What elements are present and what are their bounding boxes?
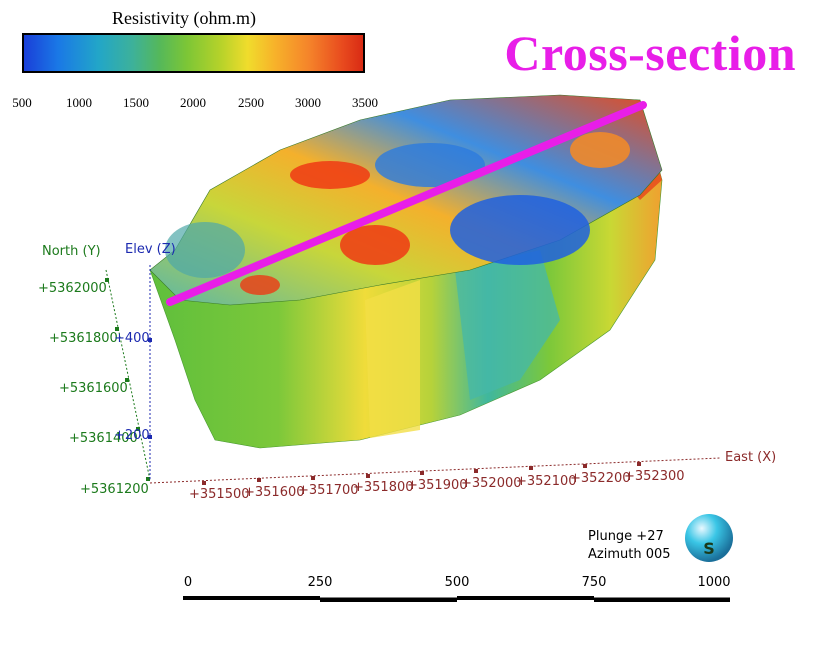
colorbar-tick: 3500 [352, 95, 378, 110]
top-blue-anomaly [375, 143, 485, 187]
scale-tick-label: 500 [444, 575, 470, 590]
scale-tick-label: 750 [581, 575, 607, 590]
north-tick-label: +5361600 [59, 381, 128, 396]
north-axis-tick [146, 477, 150, 481]
east-tick-label: +352200 [570, 471, 631, 486]
east-axis-line [149, 457, 721, 484]
east-axis-tick [583, 464, 587, 468]
resistivity-colorbar [22, 33, 365, 73]
scale-tick-label: 1000 [697, 575, 731, 590]
model-side-cyan-band [455, 250, 560, 400]
north-axis-label: North (Y) [42, 244, 101, 259]
east-axis-tick [311, 476, 315, 480]
east-axis-tick [420, 471, 424, 475]
cross-section-line[interactable] [166, 101, 647, 306]
colorbar-tick: 3000 [295, 95, 321, 110]
east-tick-label: +351900 [407, 478, 468, 493]
colorbar-tick: 500 [12, 95, 32, 110]
elev-axis-label: Elev (Z) [125, 242, 176, 257]
north-axis-tick [136, 427, 140, 431]
top-red-anomaly [290, 161, 370, 189]
north-tick-label: +5361800 [49, 331, 118, 346]
page-title: Cross-section [504, 25, 796, 81]
orientation-sphere-icon[interactable] [685, 514, 733, 562]
top-orange-anomaly [570, 132, 630, 168]
plunge-text: Plunge +27 [588, 529, 664, 544]
north-axis-tick [125, 378, 129, 382]
colorbar-tick: 1500 [123, 95, 149, 110]
east-axis-label: East (X) [725, 450, 777, 465]
elev-axis-tick [148, 338, 152, 342]
east-axis-tick [202, 481, 206, 485]
north-tick-label: +5361200 [80, 482, 149, 497]
elev-axis-tick [148, 435, 152, 439]
model-side-yellow-band [365, 280, 420, 438]
orientation-readout: Plunge +27 Azimuth 005 [588, 528, 671, 564]
east-tick-label: +352100 [516, 474, 577, 489]
east-tick-label: +351700 [298, 483, 359, 498]
north-tick-label: +5361400 [69, 431, 138, 446]
east-tick-label: +352300 [624, 469, 685, 484]
scale-tick-label: 0 [183, 575, 193, 590]
colorbar-tick: 2000 [180, 95, 206, 110]
azimuth-text: Azimuth 005 [588, 547, 671, 562]
top-red-anomaly [240, 275, 280, 295]
top-teal-region [165, 222, 245, 278]
colorbar-title: Resistivity (ohm.m) [112, 8, 256, 28]
north-tick-label: +5362000 [38, 281, 107, 296]
scale-tick-label: 250 [307, 575, 333, 590]
east-tick-label: +351500 [189, 487, 250, 502]
east-tick-label: +351600 [244, 485, 305, 500]
elev-tick-label: +400 [114, 331, 150, 346]
east-axis-tick [529, 466, 533, 470]
colorbar-tick: 1000 [66, 95, 92, 110]
east-axis-tick [637, 462, 641, 466]
orientation-sphere-letter: S [703, 539, 715, 558]
north-axis-line [105, 269, 151, 481]
top-red-anomaly [340, 225, 410, 265]
scale-bar [183, 596, 730, 602]
east-axis-tick [257, 478, 261, 482]
east-tick-label: +352000 [461, 476, 522, 491]
colorbar-tick: 2500 [238, 95, 264, 110]
east-axis-tick [474, 469, 478, 473]
east-axis-tick [366, 474, 370, 478]
east-tick-label: +351800 [353, 480, 414, 495]
top-blue-anomaly [450, 195, 590, 265]
north-axis-tick [115, 327, 119, 331]
north-axis-tick [105, 278, 109, 282]
elev-tick-label: +200 [114, 428, 150, 443]
